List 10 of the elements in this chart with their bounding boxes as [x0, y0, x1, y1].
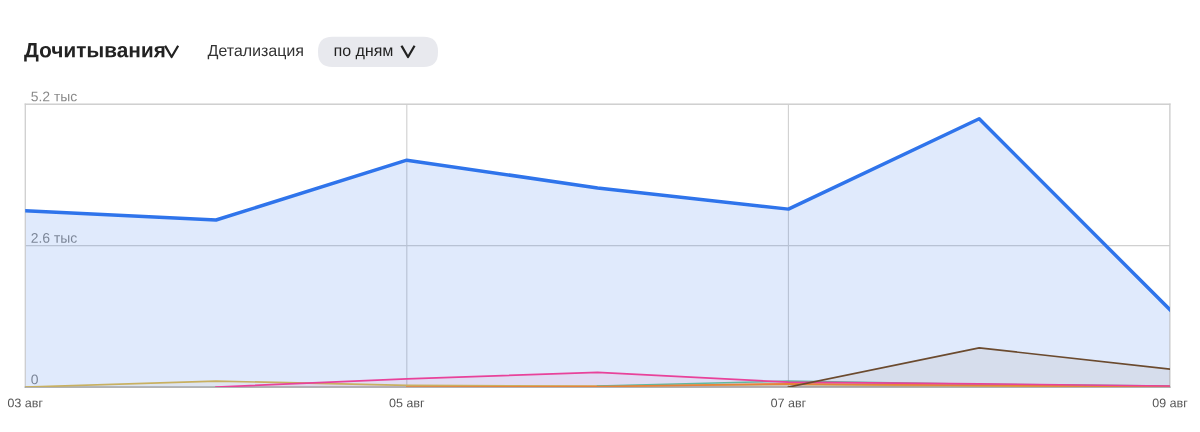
x-tick-label: 03 авг	[7, 398, 43, 408]
x-tick-label: 09 авг	[1152, 398, 1188, 408]
x-tick-label: 05 авг	[389, 398, 425, 408]
x-tick-label: 07 авг	[771, 398, 806, 408]
y-tick-label: 2.6 тыс	[31, 233, 77, 243]
y-tick-label: 0	[31, 374, 38, 385]
chart-title: Дочитывания	[24, 42, 165, 62]
y-tick-label: 5.2 тыс	[31, 91, 77, 102]
text: Детализация	[207, 44, 303, 60]
text: по дням	[334, 47, 393, 60]
